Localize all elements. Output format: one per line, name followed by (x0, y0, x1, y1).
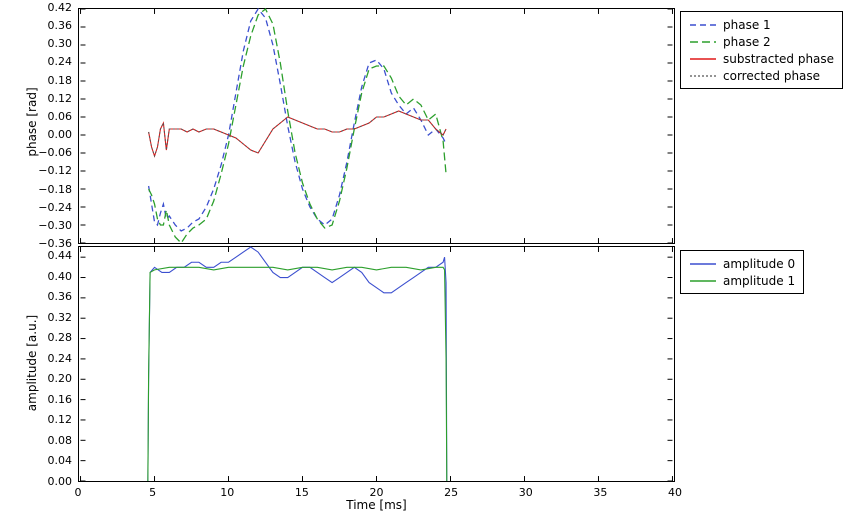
legend-swatch (689, 18, 717, 32)
ytick-label: 0.12 (32, 92, 72, 105)
series-line (149, 111, 446, 156)
xtick-label: 40 (660, 486, 690, 499)
legend-item: amplitude 0 (689, 255, 795, 272)
ytick-label: 0.32 (32, 311, 72, 324)
ytick-label: 0.24 (32, 352, 72, 365)
legend-swatch (689, 35, 717, 49)
ytick-label: 0.18 (32, 74, 72, 87)
bottom-xlabel: Time [ms] (78, 498, 675, 512)
xtick-label: 10 (212, 486, 242, 499)
series-line (148, 247, 447, 481)
legend-swatch (689, 274, 717, 288)
ytick-label: −0.24 (32, 201, 72, 214)
legend-label: amplitude 0 (723, 257, 795, 271)
legend-swatch (689, 52, 717, 66)
xtick-label: 5 (138, 486, 168, 499)
amplitude-legend: amplitude 0 amplitude 1 (680, 250, 804, 294)
ytick-label: 0.12 (32, 413, 72, 426)
ytick-label: 0.04 (32, 454, 72, 467)
legend-item: corrected phase (689, 67, 834, 84)
amplitude-chart-plot (79, 247, 674, 481)
series-line (149, 111, 446, 156)
legend-label: corrected phase (723, 69, 820, 83)
legend-item: phase 2 (689, 33, 834, 50)
ytick-label: 0.42 (32, 1, 72, 14)
xtick-label: 25 (436, 486, 466, 499)
series-line (148, 267, 447, 481)
ytick-label: −0.12 (32, 164, 72, 177)
phase-legend: phase 1 phase 2 substracted phase corrected… (680, 11, 843, 89)
ytick-label: 0.44 (32, 249, 72, 262)
legend-item: phase 1 (689, 16, 834, 33)
legend-swatch (689, 257, 717, 271)
legend-label: amplitude 1 (723, 274, 795, 288)
xtick-label: 15 (287, 486, 317, 499)
ytick-label: 0.36 (32, 290, 72, 303)
legend-swatch (689, 69, 717, 83)
xtick-label: 35 (585, 486, 615, 499)
ytick-label: 0.08 (32, 434, 72, 447)
ytick-label: −0.06 (32, 146, 72, 159)
ytick-label: −0.18 (32, 183, 72, 196)
xtick-label: 0 (63, 486, 93, 499)
xtick-label: 30 (511, 486, 541, 499)
ytick-label: 0.36 (32, 19, 72, 32)
ytick-label: 0.20 (32, 372, 72, 385)
ytick-label: −0.36 (32, 237, 72, 250)
ytick-label: −0.30 (32, 219, 72, 232)
series-line (149, 9, 446, 231)
phase-chart-plot (79, 9, 674, 243)
legend-item: amplitude 1 (689, 272, 795, 289)
phase-chart-axes (78, 8, 675, 244)
legend-label: phase 2 (723, 35, 771, 49)
ytick-label: 0.06 (32, 110, 72, 123)
ytick-label: 0.30 (32, 37, 72, 50)
legend-item: substracted phase (689, 50, 834, 67)
ytick-label: 0.00 (32, 128, 72, 141)
series-line (149, 9, 446, 243)
ytick-label: 0.40 (32, 270, 72, 283)
figure: phase [rad] amplitude [a.u.] Time [ms] p… (0, 0, 844, 519)
legend-label: phase 1 (723, 18, 771, 32)
ytick-label: 0.16 (32, 393, 72, 406)
ytick-label: 0.28 (32, 331, 72, 344)
legend-label: substracted phase (723, 52, 834, 66)
amplitude-chart-axes (78, 246, 675, 482)
xtick-label: 20 (362, 486, 392, 499)
ytick-label: 0.24 (32, 55, 72, 68)
